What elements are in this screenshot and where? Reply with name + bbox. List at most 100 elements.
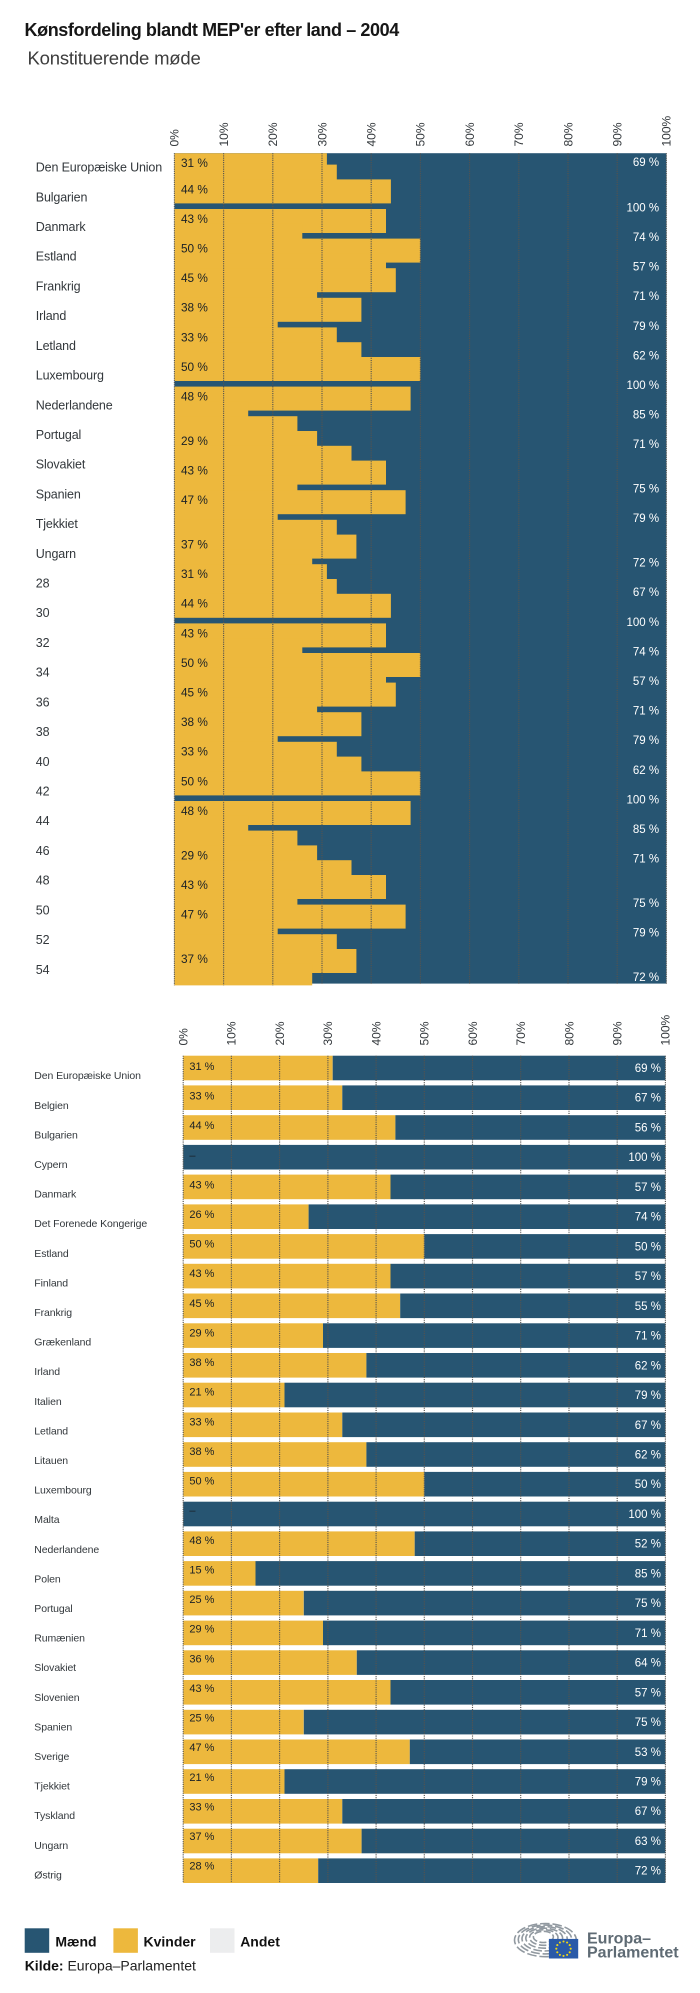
svg-text:71 %: 71 % — [633, 439, 659, 451]
svg-text:50%: 50% — [418, 1021, 432, 1045]
svg-text:50 %: 50 % — [635, 1479, 661, 1491]
svg-text:33 %: 33 % — [181, 745, 208, 759]
svg-text:Andet: Andet — [240, 1934, 280, 1950]
svg-text:Portugal: Portugal — [34, 1603, 72, 1615]
svg-text:79 %: 79 % — [633, 928, 659, 940]
svg-text:72 %: 72 % — [633, 558, 659, 570]
svg-text:38 %: 38 % — [181, 715, 208, 729]
svg-text:72 %: 72 % — [633, 972, 659, 984]
svg-text:75 %: 75 % — [635, 1717, 661, 1729]
svg-text:Rumænien: Rumænien — [34, 1633, 85, 1645]
svg-text:72 %: 72 % — [635, 1866, 661, 1878]
svg-text:Luxembourg: Luxembourg — [34, 1485, 92, 1497]
svg-text:50: 50 — [36, 903, 50, 917]
svg-text:50 %: 50 % — [181, 242, 208, 256]
svg-text:Parlamentet: Parlamentet — [587, 1945, 679, 1962]
svg-text:79 %: 79 % — [635, 1390, 661, 1402]
svg-text:56 %: 56 % — [635, 1123, 661, 1135]
svg-text:Litauen: Litauen — [34, 1455, 68, 1467]
svg-text:10%: 10% — [225, 1021, 239, 1045]
svg-text:0%: 0% — [177, 1028, 191, 1046]
svg-text:10%: 10% — [217, 122, 231, 146]
svg-text:44: 44 — [36, 814, 50, 828]
svg-text:Estland: Estland — [36, 250, 77, 264]
svg-text:48: 48 — [36, 874, 50, 888]
svg-text:74 %: 74 % — [633, 646, 659, 658]
svg-text:Frankrig: Frankrig — [36, 279, 81, 293]
svg-text:Den Europæiske Union: Den Europæiske Union — [34, 1070, 141, 1082]
svg-text:43 %: 43 % — [181, 878, 208, 892]
svg-text:40%: 40% — [369, 1021, 383, 1045]
svg-text:Ungarn: Ungarn — [34, 1840, 68, 1852]
svg-text:33 %: 33 % — [189, 1801, 214, 1813]
svg-text:Tjekkiet: Tjekkiet — [34, 1781, 70, 1793]
svg-text:71 %: 71 % — [633, 291, 659, 303]
svg-text:57 %: 57 % — [635, 1271, 661, 1283]
svg-text:Slovakiet: Slovakiet — [36, 458, 86, 472]
svg-text:Konstituerende møde: Konstituerende møde — [28, 48, 201, 69]
svg-text:29 %: 29 % — [189, 1328, 214, 1340]
svg-text:50 %: 50 % — [635, 1241, 661, 1253]
svg-text:79 %: 79 % — [633, 321, 659, 333]
svg-text:100 %: 100 % — [628, 1509, 661, 1521]
svg-text:57 %: 57 % — [635, 1687, 661, 1699]
svg-text:71 %: 71 % — [633, 706, 659, 718]
svg-text:Grækenland: Grækenland — [34, 1337, 91, 1349]
svg-text:Sverige: Sverige — [34, 1751, 69, 1763]
svg-text:Den Europæiske Union: Den Europæiske Union — [36, 161, 162, 175]
svg-text:Det Forenede Kongerige: Det Forenede Kongerige — [34, 1218, 147, 1230]
svg-text:28: 28 — [36, 577, 50, 591]
svg-text:62 %: 62 % — [635, 1360, 661, 1372]
svg-text:Finland: Finland — [34, 1277, 68, 1289]
svg-text:67 %: 67 % — [633, 587, 659, 599]
svg-text:37 %: 37 % — [189, 1831, 214, 1843]
svg-text:37 %: 37 % — [181, 952, 208, 966]
svg-text:Cypern: Cypern — [34, 1159, 68, 1171]
svg-text:71 %: 71 % — [633, 854, 659, 866]
svg-text:79 %: 79 % — [633, 735, 659, 747]
svg-text:90%: 90% — [611, 1021, 625, 1045]
svg-text:85 %: 85 % — [635, 1568, 661, 1580]
svg-text:57 %: 57 % — [633, 676, 659, 688]
svg-text:44 %: 44 % — [189, 1120, 214, 1132]
svg-text:43 %: 43 % — [181, 626, 208, 640]
svg-text:21 %: 21 % — [189, 1387, 214, 1399]
svg-text:40: 40 — [36, 755, 50, 769]
svg-text:25 %: 25 % — [189, 1713, 214, 1725]
svg-text:31 %: 31 % — [189, 1061, 214, 1073]
svg-text:60%: 60% — [466, 1021, 480, 1045]
svg-text:15 %: 15 % — [189, 1564, 214, 1576]
svg-text:Ungarn: Ungarn — [36, 547, 76, 561]
svg-text:100 %: 100 % — [626, 617, 659, 629]
svg-text:29 %: 29 % — [181, 434, 208, 448]
svg-text:52: 52 — [36, 933, 50, 947]
svg-text:67 %: 67 % — [635, 1806, 661, 1818]
svg-text:71 %: 71 % — [635, 1331, 661, 1343]
svg-text:Spanien: Spanien — [34, 1721, 72, 1733]
svg-text:64 %: 64 % — [635, 1658, 661, 1670]
svg-text:47 %: 47 % — [189, 1742, 214, 1754]
svg-text:47 %: 47 % — [181, 908, 208, 922]
svg-text:100 %: 100 % — [626, 202, 659, 214]
svg-text:20%: 20% — [273, 1021, 287, 1045]
svg-text:75 %: 75 % — [633, 484, 659, 496]
svg-text:Danmark: Danmark — [34, 1189, 77, 1201]
svg-text:Estland: Estland — [34, 1248, 69, 1260]
svg-text:25 %: 25 % — [189, 1594, 214, 1606]
svg-text:Kilde: Europa–Parlamentet: Kilde: Europa–Parlamentet — [25, 1958, 196, 1974]
svg-text:44 %: 44 % — [181, 182, 208, 196]
svg-text:40%: 40% — [365, 122, 379, 146]
svg-text:21 %: 21 % — [189, 1772, 214, 1784]
svg-text:Bulgarien: Bulgarien — [36, 190, 88, 204]
svg-text:Irland: Irland — [34, 1366, 60, 1378]
svg-text:36 %: 36 % — [189, 1653, 214, 1665]
svg-text:69 %: 69 % — [635, 1063, 661, 1075]
svg-text:42: 42 — [36, 785, 50, 799]
svg-text:67 %: 67 % — [635, 1420, 661, 1432]
svg-text:Slovakiet: Slovakiet — [34, 1662, 76, 1674]
svg-text:Kønsfordeling blandt MEP'er ef: Kønsfordeling blandt MEP'er efter land –… — [25, 20, 400, 40]
svg-text:50 %: 50 % — [189, 1239, 214, 1251]
svg-text:50 %: 50 % — [189, 1476, 214, 1488]
svg-text:62 %: 62 % — [633, 350, 659, 362]
svg-text:Europa–: Europa– — [587, 1931, 651, 1948]
